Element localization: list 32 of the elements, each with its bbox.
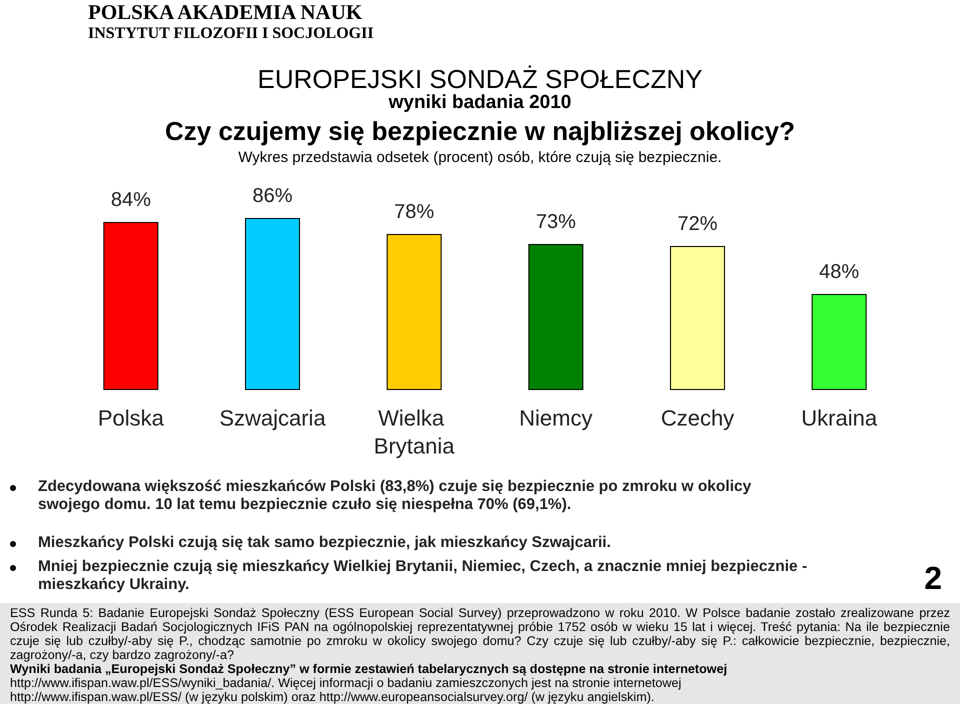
x-tick-label: Niemcy: [519, 406, 593, 430]
data-label: 48%: [819, 261, 860, 283]
bar: [245, 218, 300, 390]
bar: [812, 294, 867, 390]
text: http://www.ifispan.waw.pl/ESS/ (w języku polskim) oraz http://www.europeansocialsurvey.org/ (w języku angielskim).: [10, 690, 656, 704]
chart-title: Czy czujemy się bezpiecznie w najbliższej okolicy?: [164, 116, 796, 147]
text: Zdecydowana większość mieszkańców Polski (83,8%) czuje się bezpiecznie po zmroku w okolicy swojego domu. 10 lat temu bezpiecznie czuło się niespełna 70% (69,1%).: [38, 478, 752, 514]
x-tick-label: Szwajcaria: [219, 406, 326, 430]
data-label: 84%: [110, 189, 152, 211]
x-tick-label: Czechy: [660, 406, 734, 430]
x-tick-label: Ukraina: [801, 406, 878, 430]
chart-subtitle: Wykres przedstawia odsetek (procent) osób, które czują się bezpiecznie.: [237, 149, 723, 166]
bar: [528, 244, 584, 390]
x-tick-label: Wielka Brytania: [374, 406, 456, 458]
text: wyniki badania 2010: [388, 92, 572, 114]
data-label: 72%: [677, 213, 718, 235]
text: EUROPEJSKI SONDAŻ SPOŁECZNY: [256, 64, 704, 94]
data-label: 78%: [394, 201, 434, 223]
bar: [103, 222, 158, 390]
text: POLSKA AKADEMIA NAUK: [88, 0, 362, 25]
data-label: 86%: [252, 185, 293, 207]
data-label: 73%: [536, 211, 576, 233]
text: Wyniki badania „Europejski Sondaż Społeczny” w formie zestawień tabelarycznych są dostępne na stronie internetowej: [10, 662, 728, 676]
text: http://www.ifispan.waw.pl/ESS/wyniki_badania/. Więcej informacji o badaniu zamieszczonych jest na stronie internetowej: [10, 676, 682, 690]
text: Mieszkańcy Polski czują się tak samo bezpiecznie, jak mieszkańcy Szwajcarii.: [38, 534, 612, 552]
text: Mniej bezpiecznie czują się mieszkańcy Wielkiej Brytanii, Niemiec, Czech, a znacznie mniej bezpiecznie - mieszkańcy Ukrainy.: [38, 558, 808, 594]
text: INSTYTUT FILOZOFII I SOCJOLOGII: [88, 25, 374, 43]
text: 2: [924, 560, 942, 597]
bar: [386, 234, 442, 390]
text: ESS Runda 5: Badanie Europejski Sondaż Społeczny (ESS European Social Survey) przeprowadzono w roku 2010. W Polsce badanie zostało zrealizowane przez Ośrodek Realizacji Badań Socjologicznych IFiS PAN na ogólnopolskiej reprezentatywnej próbie 1752 osób w wieku 15 lat i więcej. Treść pytania: Na ile bezpiecznie czuje się lub czułby/-aby się P., chodząc samotnie po zmroku w okolicy swojego domu? Czy czuje się lub czułby/-aby się P.: całkowicie bezpiecznie, bezpiecznie, zagrożony/-a, czy bardzo zagrożony/-a?: [10, 606, 950, 662]
bar: [670, 246, 725, 390]
x-tick-label: Polska: [98, 406, 165, 430]
